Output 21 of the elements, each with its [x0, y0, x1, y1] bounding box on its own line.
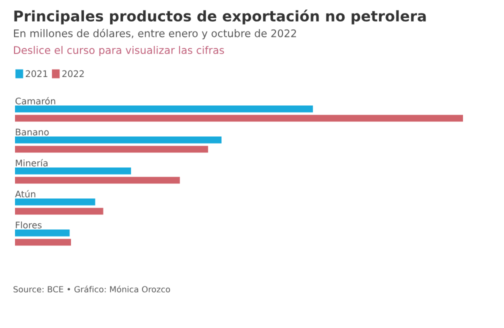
bar — [15, 114, 463, 122]
bar — [15, 136, 222, 144]
bar — [15, 168, 132, 174]
y-tick-label: Banano — [16, 128, 49, 136]
y-tick-label: Flores — [16, 221, 42, 228]
bar — [15, 106, 313, 112]
chart-subtitle: En millones de dólares, entre enero y octubre de 2022 — [14, 28, 296, 40]
source-note: Source: BCE • Gráfico: Mónica Orozco — [14, 286, 170, 292]
y-tick-label: Atún — [15, 190, 36, 198]
text: Deslice el curso para visualizar las cifras — [14, 46, 224, 56]
y-tick-label: Minería — [16, 159, 48, 166]
legend-label: 2022 — [62, 70, 84, 78]
bar — [15, 230, 70, 236]
bar — [15, 238, 71, 246]
bar — [15, 176, 180, 184]
y-tick-label: Camarón — [16, 97, 56, 104]
bar — [15, 146, 208, 153]
bar — [15, 198, 96, 206]
legend-label: 2021 — [26, 70, 48, 78]
chart-title: Principales productos de exportación no petrolera — [14, 10, 426, 24]
bar — [15, 208, 104, 215]
